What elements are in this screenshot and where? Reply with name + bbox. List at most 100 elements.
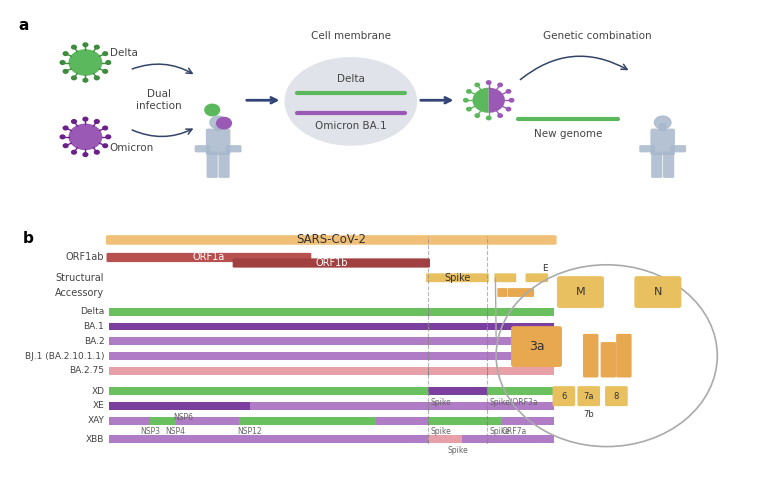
Circle shape	[94, 120, 99, 124]
Text: 6: 6	[561, 392, 567, 401]
Text: Spike/ORF3a: Spike/ORF3a	[490, 398, 538, 407]
FancyBboxPatch shape	[233, 258, 430, 268]
Circle shape	[63, 70, 68, 73]
Circle shape	[63, 144, 68, 148]
Circle shape	[60, 135, 65, 139]
Circle shape	[210, 116, 227, 129]
Text: Spike: Spike	[444, 273, 471, 283]
FancyBboxPatch shape	[109, 417, 151, 424]
Text: 7b: 7b	[584, 410, 594, 419]
FancyBboxPatch shape	[495, 273, 505, 282]
FancyBboxPatch shape	[250, 402, 554, 410]
Circle shape	[71, 150, 76, 154]
Ellipse shape	[284, 57, 417, 146]
Circle shape	[63, 52, 68, 55]
FancyBboxPatch shape	[428, 417, 487, 424]
Circle shape	[83, 117, 88, 121]
Circle shape	[63, 126, 68, 130]
Circle shape	[83, 79, 88, 82]
FancyBboxPatch shape	[109, 367, 554, 375]
Text: E: E	[542, 264, 548, 273]
FancyBboxPatch shape	[107, 253, 311, 262]
Circle shape	[103, 70, 108, 73]
Text: Spike: Spike	[431, 427, 452, 436]
FancyBboxPatch shape	[428, 387, 487, 395]
Circle shape	[103, 52, 108, 55]
Text: BA.1: BA.1	[84, 322, 104, 331]
FancyBboxPatch shape	[525, 273, 548, 282]
FancyBboxPatch shape	[195, 145, 210, 152]
FancyBboxPatch shape	[214, 123, 222, 131]
Circle shape	[464, 98, 468, 102]
Circle shape	[498, 83, 502, 86]
Text: Structural: Structural	[56, 273, 104, 283]
Circle shape	[106, 61, 111, 64]
Circle shape	[475, 114, 479, 118]
FancyBboxPatch shape	[109, 337, 554, 345]
FancyBboxPatch shape	[519, 288, 534, 297]
FancyBboxPatch shape	[605, 386, 627, 406]
FancyBboxPatch shape	[502, 417, 554, 424]
Circle shape	[654, 116, 671, 129]
Text: Spike: Spike	[447, 446, 468, 455]
Text: SARS-CoV-2: SARS-CoV-2	[296, 234, 366, 247]
Circle shape	[506, 107, 511, 111]
Circle shape	[506, 90, 511, 93]
FancyBboxPatch shape	[663, 152, 674, 178]
FancyBboxPatch shape	[426, 273, 488, 282]
Circle shape	[205, 104, 220, 116]
Circle shape	[94, 45, 99, 49]
Text: New genome: New genome	[534, 129, 603, 139]
Text: Spike: Spike	[490, 427, 511, 436]
Text: XAY: XAY	[88, 416, 104, 425]
FancyBboxPatch shape	[511, 326, 562, 367]
FancyBboxPatch shape	[109, 352, 554, 360]
FancyBboxPatch shape	[109, 387, 428, 395]
FancyBboxPatch shape	[616, 334, 631, 377]
Circle shape	[509, 98, 514, 102]
Text: Accessory: Accessory	[55, 288, 104, 297]
Circle shape	[467, 107, 471, 111]
Text: M: M	[576, 287, 585, 297]
Circle shape	[103, 144, 108, 148]
FancyBboxPatch shape	[240, 417, 376, 424]
FancyBboxPatch shape	[498, 288, 508, 297]
Text: NSP6: NSP6	[173, 412, 193, 421]
Text: XBB: XBB	[86, 435, 104, 444]
Text: Cell membrane: Cell membrane	[311, 31, 391, 41]
Circle shape	[467, 90, 471, 93]
Text: Omicron: Omicron	[110, 143, 154, 153]
FancyBboxPatch shape	[487, 417, 502, 424]
Text: Omicron BA.1: Omicron BA.1	[315, 122, 386, 131]
Circle shape	[498, 114, 502, 118]
Text: a: a	[18, 18, 28, 34]
Text: NSP12: NSP12	[237, 427, 262, 436]
FancyBboxPatch shape	[109, 323, 554, 330]
FancyBboxPatch shape	[508, 288, 520, 297]
Text: NSP4: NSP4	[166, 427, 186, 436]
Text: XD: XD	[91, 387, 104, 396]
Circle shape	[71, 120, 76, 124]
FancyBboxPatch shape	[109, 402, 250, 410]
Text: ORF1b: ORF1b	[315, 258, 348, 268]
FancyBboxPatch shape	[206, 128, 230, 155]
Text: XE: XE	[93, 402, 104, 411]
FancyBboxPatch shape	[106, 235, 557, 245]
FancyBboxPatch shape	[650, 128, 675, 155]
Text: Genetic combination: Genetic combination	[544, 31, 652, 41]
FancyBboxPatch shape	[651, 152, 662, 178]
Text: 7a: 7a	[584, 392, 594, 401]
Circle shape	[94, 76, 99, 80]
Text: ORF1a: ORF1a	[193, 252, 225, 262]
FancyBboxPatch shape	[578, 386, 600, 406]
Text: 8: 8	[614, 392, 619, 401]
Text: ORF7a: ORF7a	[502, 427, 527, 436]
Circle shape	[60, 61, 65, 64]
Text: 3a: 3a	[528, 340, 545, 353]
Text: ORF1ab: ORF1ab	[66, 252, 104, 262]
Circle shape	[71, 76, 76, 80]
Text: Delta: Delta	[110, 48, 137, 58]
Text: N: N	[654, 287, 662, 297]
Circle shape	[69, 124, 101, 150]
FancyBboxPatch shape	[218, 152, 230, 178]
